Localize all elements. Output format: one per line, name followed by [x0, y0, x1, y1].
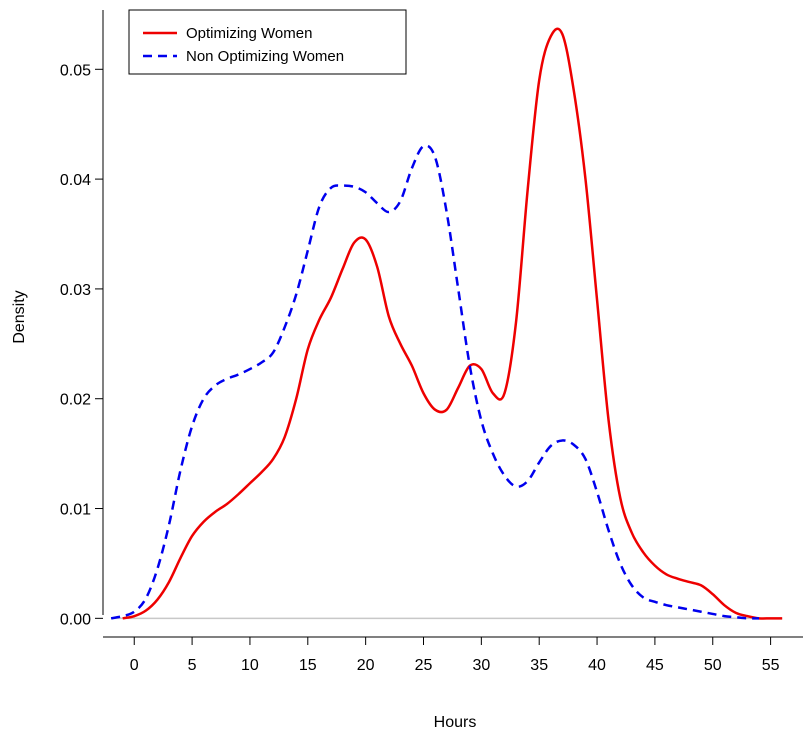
- x-tick-label: 0: [130, 657, 139, 674]
- series-line-non-optimizing-women: [110, 144, 760, 620]
- legend-label-optimizing-women: Optimizing Women: [186, 25, 312, 42]
- y-ticks: 0.00 0.01 0.02 0.03 0.04 0.05: [60, 62, 103, 628]
- x-axis-title: Hours: [434, 714, 477, 731]
- x-tick-label: 55: [762, 657, 780, 674]
- x-tick-label: 5: [188, 657, 197, 674]
- x-tick-label: 25: [415, 657, 433, 674]
- x-tick-label: 30: [472, 657, 490, 674]
- y-tick-label: 0.04: [60, 172, 91, 189]
- x-tick-label: 45: [646, 657, 664, 674]
- legend-label-non-optimizing-women: Non Optimizing Women: [186, 48, 344, 65]
- x-tick-label: 20: [357, 657, 375, 674]
- y-axis-title: Density: [11, 290, 28, 343]
- x-tick-label: 10: [241, 657, 259, 674]
- legend: Optimizing Women Non Optimizing Women: [128, 9, 407, 75]
- y-tick-label: 0.05: [60, 62, 91, 79]
- legend-box: [128, 9, 407, 75]
- series-lines: [110, 27, 783, 620]
- y-tick-label: 0.00: [60, 611, 91, 628]
- x-ticks: 0 5 10 15 20 25 30 35 40 45 50 55: [130, 637, 780, 674]
- x-tick-label: 15: [299, 657, 317, 674]
- y-tick-label: 0.03: [60, 282, 91, 299]
- y-tick-label: 0.01: [60, 502, 91, 519]
- x-tick-label: 40: [588, 657, 606, 674]
- series-line-optimizing-women: [122, 27, 783, 620]
- x-tick-label: 35: [530, 657, 548, 674]
- y-tick-label: 0.02: [60, 392, 91, 409]
- x-tick-label: 50: [704, 657, 722, 674]
